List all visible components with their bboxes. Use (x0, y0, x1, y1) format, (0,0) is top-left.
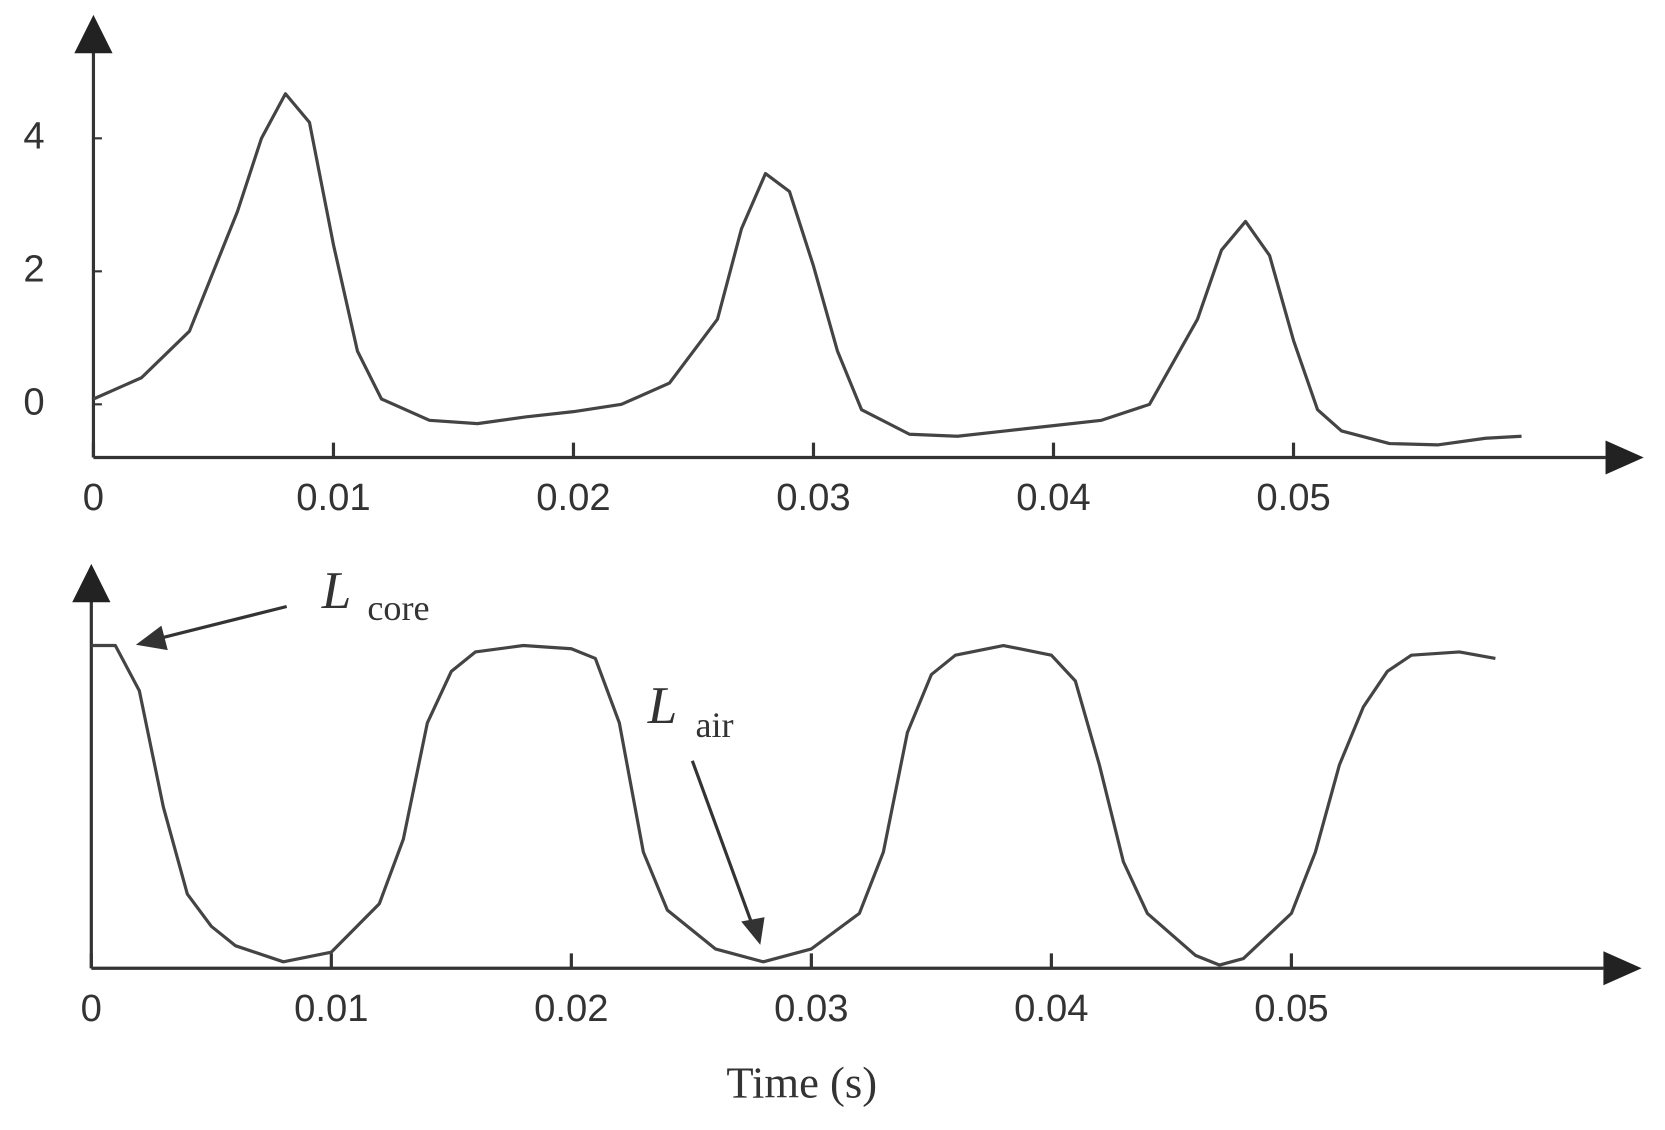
annotation-subscript: air (696, 705, 734, 745)
data-line (91, 643, 1496, 967)
y-tick-label: 4 (23, 114, 44, 157)
x-tick-label: 0.02 (536, 476, 610, 519)
x-tick-label: 0.04 (1016, 476, 1090, 519)
annotation-letter: L (647, 677, 678, 735)
x-tick-label: 0 (83, 476, 104, 519)
x-tick-label: 0.04 (1014, 987, 1088, 1030)
annotation-core: L core (135, 562, 430, 651)
annotation-subscript: core (367, 588, 429, 628)
x-axis-arrow (1603, 951, 1642, 986)
annotation-letter: L (321, 562, 352, 620)
y-tick-label: 2 (23, 247, 44, 290)
arrow-head (741, 917, 765, 945)
x-tick-label: 0 (81, 987, 102, 1030)
y-tick-label: 0 (23, 380, 44, 423)
x-axis-arrow (1605, 440, 1644, 475)
x-axis-label: Time (s) (726, 1058, 877, 1108)
x-tick-label: 0.05 (1256, 476, 1330, 519)
x-tick-label: 0.03 (776, 476, 850, 519)
x-tick-label: 0.01 (294, 987, 368, 1030)
y-axis-arrow (74, 14, 113, 54)
annotation-arrow (158, 604, 288, 640)
annotation-arrow (690, 760, 754, 925)
x-tick-label: 0.02 (534, 987, 608, 1030)
x-tick-label: 0.01 (296, 476, 370, 519)
arrow-head (135, 625, 168, 651)
x-tick-label: 0.05 (1254, 987, 1328, 1030)
annotation-air: L air (647, 677, 765, 945)
y-axis-arrow (72, 563, 111, 603)
data-line (92, 92, 1522, 447)
x-tick-label: 0.03 (774, 987, 848, 1030)
